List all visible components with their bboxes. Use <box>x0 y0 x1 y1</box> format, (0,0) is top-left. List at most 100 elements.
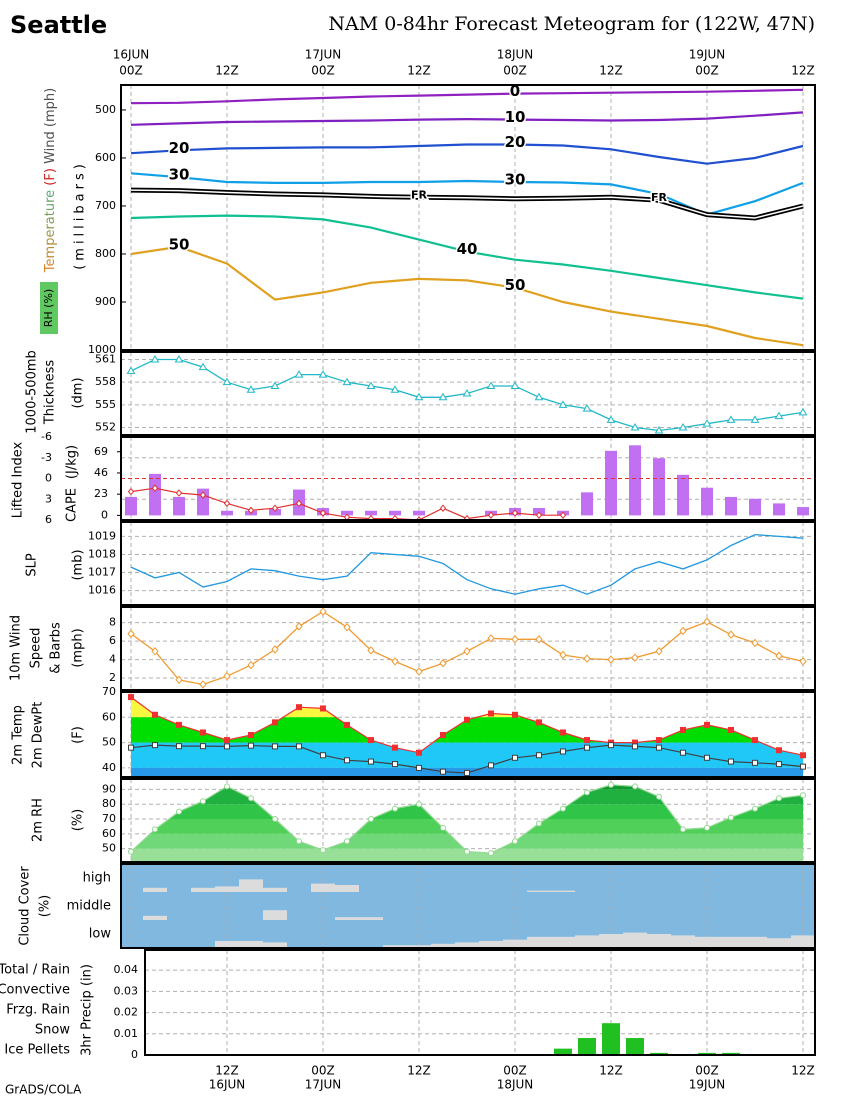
panel <box>121 864 815 948</box>
marker <box>416 801 422 808</box>
marker <box>126 366 136 374</box>
contour-label: 50 <box>505 276 526 294</box>
cloud-cell <box>575 935 599 948</box>
marker <box>584 789 590 796</box>
marker <box>656 737 662 744</box>
marker <box>560 729 566 736</box>
marker <box>199 680 207 689</box>
marker <box>464 716 470 723</box>
bar <box>701 487 713 516</box>
y-axis-label: (dm) <box>71 377 86 408</box>
bar <box>725 496 737 516</box>
marker <box>248 732 254 739</box>
area-band <box>131 848 803 862</box>
marker <box>656 793 662 800</box>
rh-legend <box>40 282 58 334</box>
marker <box>152 826 158 833</box>
marker <box>344 721 350 728</box>
marker <box>390 385 400 393</box>
cloud-cell <box>431 943 455 948</box>
marker <box>800 792 806 799</box>
y-axis-label: (%) <box>71 809 86 832</box>
bar <box>389 510 401 516</box>
y-tick-label: 40 <box>102 761 116 774</box>
marker <box>200 729 206 736</box>
axis-label: Speed <box>29 628 44 669</box>
y-tick-label: 555 <box>95 398 116 411</box>
marker <box>512 838 518 845</box>
marker <box>224 783 230 790</box>
axis-label: Temperature (F) Wind (mph) <box>43 88 58 273</box>
marker <box>632 743 638 750</box>
marker <box>416 749 422 756</box>
axis-label: Cloud Cover <box>18 866 33 946</box>
marker <box>678 422 688 431</box>
bar <box>605 450 617 516</box>
y-axis-label: (mph) <box>71 628 86 667</box>
marker <box>295 622 303 631</box>
marker <box>416 764 422 771</box>
y-tick-label: 70 <box>102 685 116 698</box>
marker <box>752 805 758 812</box>
marker <box>319 607 327 616</box>
marker <box>272 743 278 750</box>
marker <box>607 655 615 664</box>
marker <box>344 838 350 845</box>
cloud-cell <box>551 890 575 892</box>
marker <box>728 814 734 821</box>
bar <box>581 492 593 516</box>
top-time-label: 00Z <box>311 64 335 78</box>
bottom-time-label: 12Z <box>599 1064 623 1078</box>
y-tick-label: 558 <box>95 375 116 388</box>
marker <box>559 511 567 519</box>
y-tick-label: 800 <box>95 247 116 260</box>
marker <box>270 381 280 389</box>
y-tick-label: 0.02 <box>114 1006 139 1019</box>
contour-label: 30 <box>169 166 190 184</box>
marker <box>247 660 255 670</box>
marker <box>174 355 184 363</box>
cloud-cell <box>527 890 551 892</box>
cloud-cell <box>743 936 767 948</box>
marker <box>654 425 664 434</box>
marker <box>704 824 710 831</box>
panel-frame <box>120 691 816 778</box>
marker <box>464 848 470 855</box>
cloud-cell <box>215 941 239 948</box>
bar <box>677 474 689 516</box>
y2-tick-label: 46 <box>94 466 108 479</box>
marker <box>368 737 374 744</box>
bar <box>173 496 185 516</box>
marker <box>200 743 206 750</box>
marker <box>560 748 566 755</box>
y-tick-label: 0.04 <box>114 963 139 976</box>
bottom-date-label: 19JUN <box>689 1078 726 1092</box>
marker <box>296 704 302 711</box>
axis-label: & Barbs <box>49 622 64 674</box>
panel-frame <box>120 436 816 521</box>
legend-entry: Lifted Index <box>11 441 26 518</box>
area-band <box>168 804 803 820</box>
marker <box>224 737 230 744</box>
cloud-cell <box>503 939 527 948</box>
bottom-time-label: 00Z <box>695 1064 719 1078</box>
bottom-time-label: 00Z <box>311 1064 335 1078</box>
marker <box>727 630 735 639</box>
marker <box>584 744 590 751</box>
cloud-cell <box>335 917 359 920</box>
cloud-cell <box>383 945 407 948</box>
isotherm <box>130 245 804 347</box>
bar <box>149 473 161 516</box>
marker <box>511 635 519 644</box>
y-tick-label: 1018 <box>88 547 116 560</box>
marker <box>415 667 423 676</box>
marker <box>704 721 710 728</box>
cloud-background <box>121 864 815 948</box>
bar <box>221 510 233 516</box>
marker <box>344 757 350 764</box>
panel <box>121 607 815 690</box>
y-tick-label: 0 <box>131 1048 138 1061</box>
y2-tick-label: 0 <box>101 508 108 521</box>
y-tick-label: 0 <box>45 472 52 485</box>
category-label: low <box>89 927 112 942</box>
